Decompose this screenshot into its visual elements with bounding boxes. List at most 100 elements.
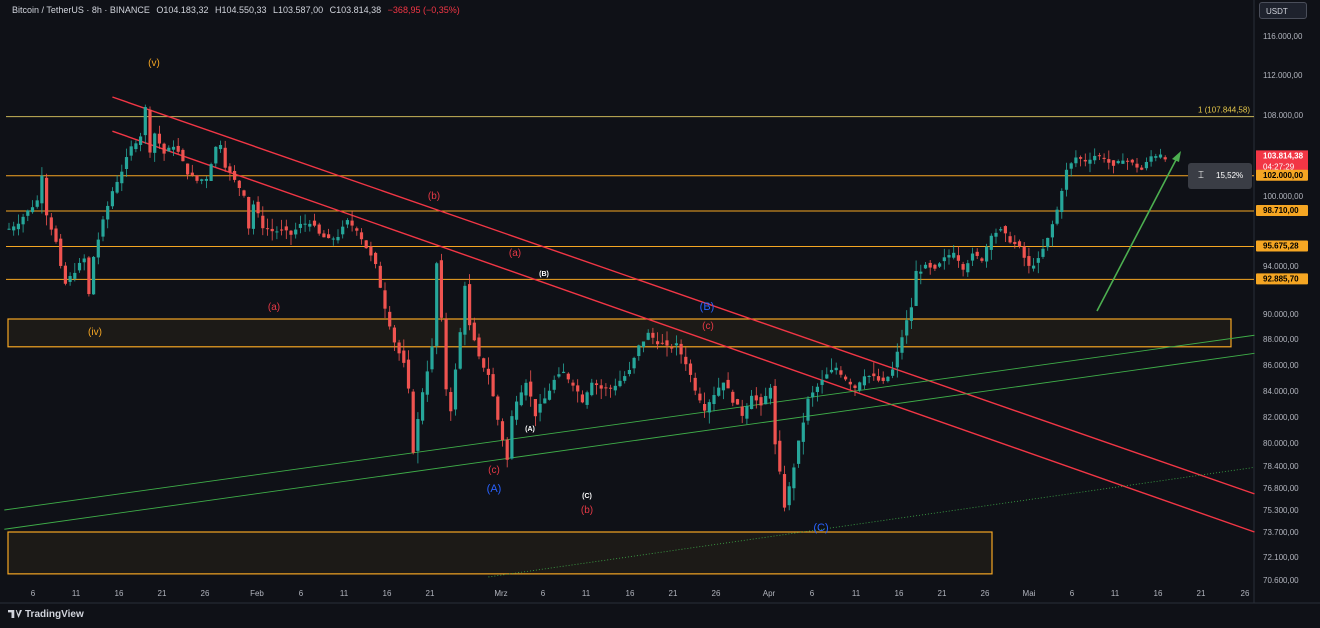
projection-arrowhead (1172, 151, 1181, 162)
candle-body (392, 327, 396, 343)
currency-button[interactable]: USDT (1259, 2, 1307, 19)
candle-body (59, 238, 63, 266)
wave-label: (a) (268, 302, 280, 313)
candle-body (980, 258, 984, 261)
candle-body (190, 172, 194, 176)
candle-body (228, 166, 232, 173)
candle-body (792, 467, 796, 489)
candle-body (848, 381, 852, 385)
candle-body (999, 229, 1003, 231)
candle-body (1130, 159, 1134, 163)
candle-body (604, 387, 608, 389)
measure-icon: ⌶ (1198, 170, 1204, 181)
candle-body (764, 395, 768, 405)
candle-body (787, 486, 791, 506)
candle-body (975, 251, 979, 256)
candle-body (773, 385, 777, 445)
candle-body (909, 307, 913, 321)
support-zone (7, 531, 993, 575)
candle-body (1126, 160, 1130, 162)
candle-body (195, 175, 199, 181)
candle-body (1060, 190, 1064, 213)
candle-body (703, 403, 707, 411)
x-tick-label: 6 (31, 589, 36, 598)
candle-body (416, 419, 420, 451)
candle-body (270, 228, 274, 232)
candle-body (1088, 159, 1092, 164)
candle-body (952, 252, 956, 258)
candle-body (327, 234, 331, 239)
candle-body (637, 345, 641, 357)
candle-body (275, 231, 279, 233)
wave-label: (C) (582, 493, 592, 500)
candle-body (1140, 167, 1144, 170)
candle-body (129, 146, 133, 156)
y-tick-label: 80.000,00 (1263, 439, 1299, 448)
candle-body (439, 260, 443, 318)
candle-body (345, 220, 349, 225)
candle-body (928, 262, 932, 268)
level-price-label: 98.710,00 (1263, 206, 1299, 215)
candle-body (388, 311, 392, 327)
y-tick-label: 94.000,00 (1263, 262, 1299, 271)
candle-body (214, 146, 218, 164)
candle-body (77, 262, 82, 271)
close-value: C103.814,38 (329, 5, 382, 15)
candle-body (519, 392, 523, 406)
candle-body (1022, 246, 1026, 258)
candle-body (721, 382, 725, 391)
candle-body (768, 387, 772, 399)
candle-body (679, 343, 683, 355)
candle-body (858, 382, 862, 391)
y-tick-label: 84.000,00 (1263, 387, 1299, 396)
candle-body (707, 402, 711, 413)
candle-body (1055, 209, 1059, 224)
candle-body (674, 343, 678, 346)
candle-body (458, 332, 462, 369)
x-tick-label: 16 (383, 589, 392, 598)
candle-body (312, 220, 317, 226)
candle-body (209, 164, 213, 181)
candle-body (247, 196, 251, 229)
candle-body (862, 376, 866, 386)
candle-body (829, 369, 834, 373)
tradingview-branding[interactable]: TradingView (8, 609, 84, 620)
candle-body (712, 395, 716, 405)
candle-body (218, 145, 223, 150)
candle-body (468, 284, 472, 326)
x-tick-label: Mai (1023, 589, 1036, 598)
wave-label: (B) (700, 301, 715, 313)
measure-tool-badge[interactable]: ⌶ 15,52% (1188, 163, 1252, 189)
candle-body (1017, 241, 1022, 247)
projection-arrow-line (1096, 155, 1179, 312)
y-tick-label: 88.000,00 (1263, 335, 1299, 344)
candle-body (641, 341, 646, 347)
candle-body (811, 392, 815, 398)
x-tick-label: 21 (1197, 589, 1206, 598)
candle-body (806, 398, 810, 421)
candle-body (12, 226, 16, 231)
candle-body (26, 210, 30, 216)
candle-body (543, 398, 547, 404)
candle-body (717, 387, 721, 396)
candle-body (256, 201, 260, 214)
candle-body (176, 145, 180, 152)
candle-body (63, 265, 67, 284)
candle-body (599, 385, 603, 389)
candle-body (660, 342, 664, 344)
level-price-label: 102.000,00 (1263, 171, 1304, 180)
candle-body (298, 223, 302, 228)
candle-body (397, 342, 401, 354)
fib-level-label: 1 (107.844,58) (1198, 106, 1250, 115)
candle-body (322, 233, 326, 238)
candle-body (656, 341, 660, 345)
candle-body (834, 367, 838, 371)
candle-body (280, 229, 284, 231)
candle-body (303, 223, 307, 225)
level-price-label-bg (1256, 169, 1308, 181)
change-value: −368,95 (−0,35%) (387, 5, 460, 15)
candle-body (30, 207, 35, 213)
